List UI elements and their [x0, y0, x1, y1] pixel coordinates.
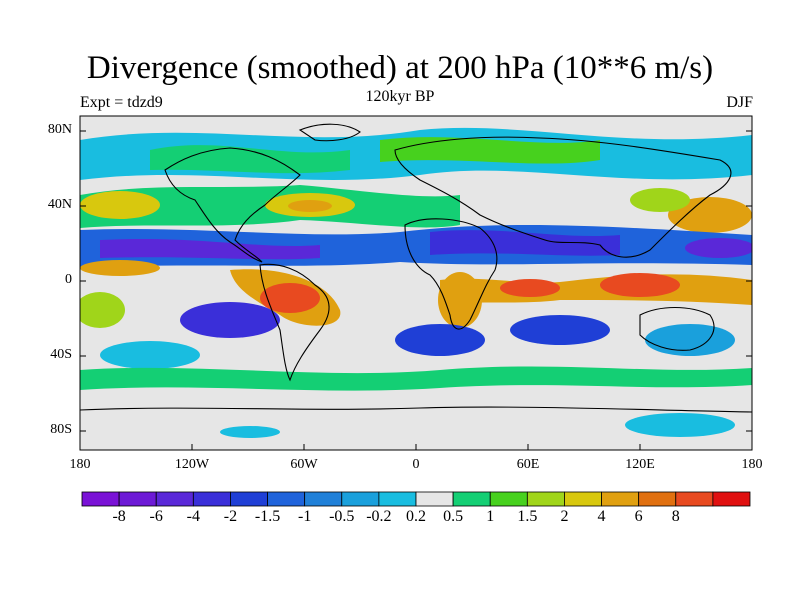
field-cell-sind-blue: [510, 315, 610, 345]
lat-label-40n: 40N: [47, 197, 72, 212]
colorbar-swatch: [415, 491, 454, 507]
field-cell-pacific-indigo: [685, 238, 752, 258]
colorbar-label: 6: [634, 508, 643, 525]
chart-title: Divergence (smoothed) at 200 hPa (10**6 …: [86, 50, 714, 86]
colorbar-swatch: [452, 491, 491, 507]
lat-label-80n: 80N: [47, 122, 72, 137]
field-cell-indian-red: [500, 279, 560, 297]
field-cell-maritime-red: [600, 273, 680, 297]
colorbar-label: -0.5: [329, 508, 355, 525]
field-cell-aus-blue: [645, 324, 735, 356]
lon-label-120w: 120W: [174, 457, 210, 472]
colorbar-swatch: [81, 491, 120, 507]
australia-outline: [639, 307, 715, 351]
colorbar-label: -0.2: [366, 508, 392, 525]
lat-label-0: 0: [65, 272, 72, 287]
colorbar-swatch: [638, 491, 677, 507]
colorbar-swatch: [118, 491, 157, 507]
field-cell-sepac-indigo: [180, 302, 280, 338]
africa-outline: [404, 218, 498, 330]
lon-label-0: 0: [412, 457, 420, 472]
lon-label-60e: 60E: [516, 457, 540, 472]
colorbar-label: 0.5: [443, 508, 464, 525]
colorbar-swatch: [304, 491, 343, 507]
colorbar-swatch: [378, 491, 417, 507]
colorbar-swatch: [341, 491, 380, 507]
field-cell-satl-blue: [395, 324, 485, 356]
colorbar-label: -8: [112, 508, 126, 525]
colorbar-swatch: [675, 491, 714, 507]
field-band-south-green: [80, 366, 752, 391]
lon-label-60w: 60W: [290, 457, 318, 472]
field-cell-africa-orange: [438, 272, 482, 328]
field-cell-antarctic-cyan-2: [220, 426, 280, 438]
colorbar-label: -1: [297, 508, 312, 525]
colorbar-swatch: [155, 491, 194, 507]
colorbar-label: -1.5: [254, 508, 281, 525]
colorbar-swatch: [526, 491, 565, 507]
lon-label-120e: 120E: [625, 457, 655, 472]
coastlines: [80, 123, 752, 413]
experiment-label: Expt = tdzd9: [80, 94, 163, 111]
lat-label-40s: 40S: [50, 347, 72, 362]
colorbar-label: -2: [223, 508, 238, 525]
lat-ticks: [80, 130, 752, 432]
field-cell-africa-indigo: [430, 230, 620, 256]
south-america-outline: [259, 263, 330, 382]
colorbar-label: -6: [149, 508, 163, 525]
colorbar-label: -4: [186, 508, 200, 525]
field-cell-ntropic-indigo: [100, 238, 320, 260]
field-band-north-green: [150, 145, 350, 174]
north-america-outline: [164, 147, 301, 263]
colorbar-label: 4: [597, 508, 606, 525]
colorbar-label: 2: [560, 508, 569, 525]
field-cell-spac-green: [80, 292, 125, 328]
colorbar-label: 8: [671, 508, 680, 525]
lon-label-180w: 180: [69, 457, 91, 472]
lat-label-80s: 80S: [50, 422, 72, 437]
colorbar-swatch: [192, 491, 231, 507]
colorbar-label: 1: [486, 508, 495, 525]
colorbar-swatch: [712, 491, 751, 507]
colorbar-swatch: [489, 491, 528, 507]
field-cell-samerica-red: [260, 283, 320, 313]
field-cell-pacific-yellow: [80, 191, 160, 219]
colorbar-swatch: [230, 491, 268, 507]
lon-ticks: [79, 444, 753, 450]
colorbar: [81, 491, 751, 507]
field-band-south-neutral: [80, 394, 752, 416]
greenland-outline: [298, 123, 361, 142]
field-cell-epac-orange: [80, 260, 160, 276]
antarctica-coast: [80, 406, 752, 413]
colorbar-label: 0.2: [406, 508, 426, 525]
season-label: DJF: [726, 94, 753, 111]
field-cell-westpac-orange: [668, 197, 752, 233]
field-cell-atlantic-orange: [288, 200, 332, 212]
field-cell-spac-cyan: [100, 341, 200, 369]
field-cell-antarctic-cyan: [625, 413, 735, 437]
divergence-field: [80, 116, 752, 450]
eurasia-outline: [394, 136, 732, 258]
chart-subtitle: 120kyr BP: [365, 88, 435, 105]
colorbar-label: 1.5: [517, 508, 538, 525]
colorbar-swatch: [564, 491, 602, 507]
field-band-arctic-green: [380, 137, 600, 164]
field-cell-eastasia-green: [630, 188, 690, 212]
lon-label-180e: 180: [741, 457, 763, 472]
colorbar-swatch: [601, 491, 640, 507]
colorbar-swatch: [267, 491, 306, 507]
